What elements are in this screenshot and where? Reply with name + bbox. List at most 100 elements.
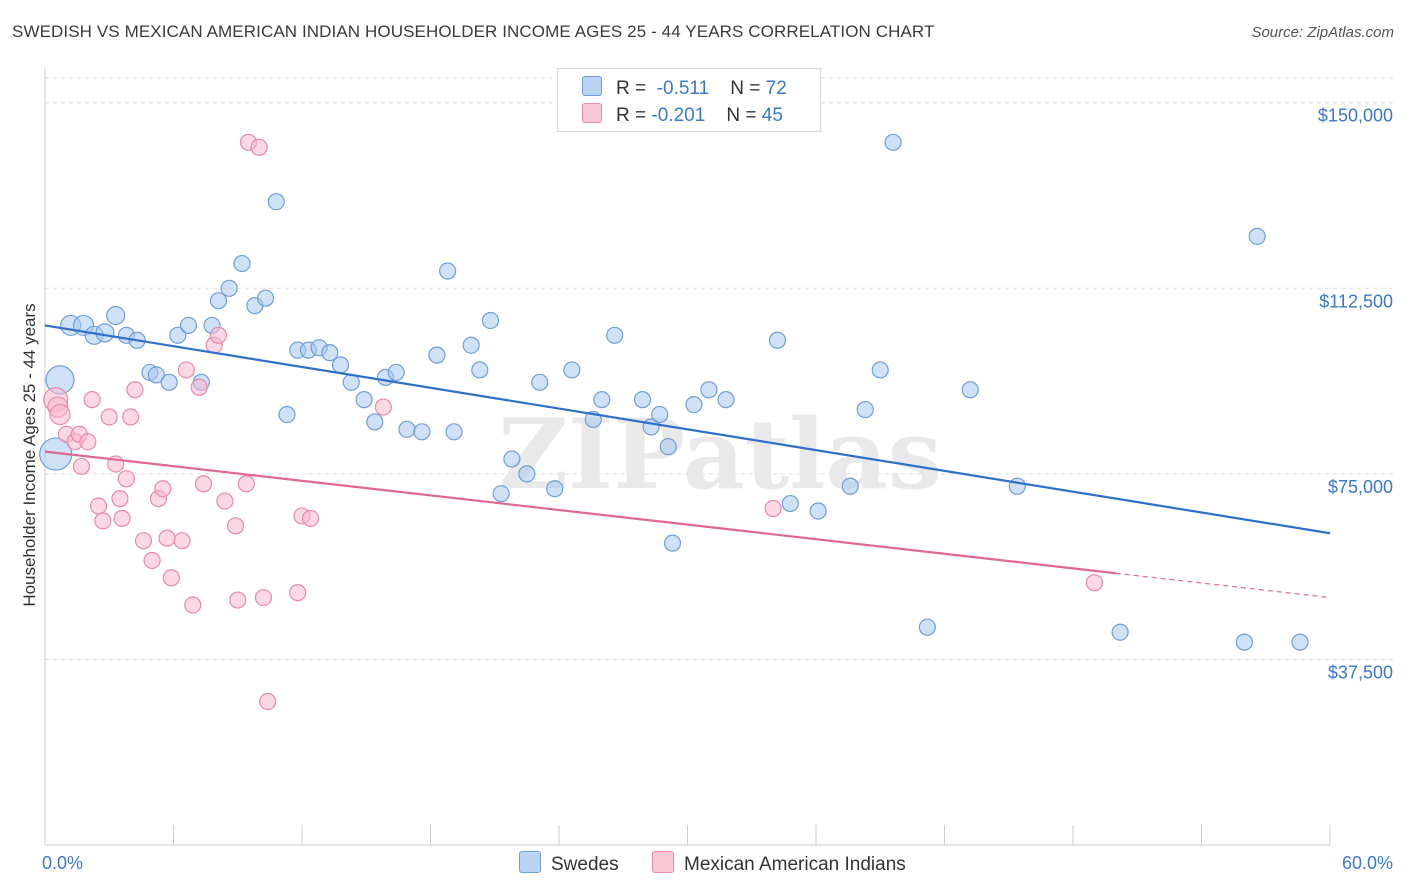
mexican-point (254, 588, 273, 607)
mexican-point (190, 378, 208, 396)
mexican-point (117, 470, 135, 488)
y-tick-label: $112,500 (1319, 291, 1393, 311)
swedes-point (1008, 477, 1026, 495)
swedes-point (700, 381, 718, 399)
swedes-point (531, 373, 549, 391)
mexican-point (229, 591, 247, 609)
swedes-point (1235, 633, 1253, 651)
tick-labels: $37,500 $75,000 $112,500 $150,000 0.0% 60.0% (42, 106, 1393, 873)
swedes-point (147, 366, 165, 384)
bottom-legend-mexican: Mexican American Indians (652, 851, 906, 876)
swedes-point (355, 391, 373, 409)
mexican-point (184, 596, 202, 614)
mexican-point (113, 509, 131, 528)
swedes-point (481, 311, 500, 330)
swedes-swatch (519, 851, 541, 873)
mexican-point (259, 692, 277, 711)
mexican-point (134, 532, 153, 550)
mexican-point (79, 433, 97, 451)
swedes-point (366, 413, 384, 431)
y-tick-label: $150,000 (1318, 106, 1393, 126)
swedes-point (179, 316, 198, 335)
mexican-point (111, 490, 129, 508)
trend-lines (44, 324, 1331, 599)
grid-lines (45, 77, 1395, 660)
swedes-point (518, 465, 536, 483)
mexican-point (72, 457, 91, 476)
swedes-point (717, 391, 735, 409)
swedes-point (809, 502, 827, 520)
mexican-point (100, 408, 118, 426)
swedes-point (503, 450, 521, 468)
mexican-point (216, 492, 234, 510)
swedes-point (278, 405, 296, 424)
swedes-point (768, 331, 787, 349)
swedes-point (256, 289, 275, 307)
mexican-swatch (582, 103, 602, 123)
swedes-point (918, 618, 936, 636)
r-label: R = (616, 78, 647, 99)
bottom-legend-label: Swedes (551, 854, 619, 875)
n-value: 72 (765, 78, 787, 99)
swedes-point (546, 480, 564, 498)
mexican-point (162, 569, 180, 587)
correlation-legend: R = -0.511 N = 72 R = -0.201 N = 45 (557, 68, 821, 132)
swedes-point (659, 438, 677, 456)
mexican-point (154, 480, 172, 498)
swedes-point (471, 361, 489, 379)
mexican-point (227, 517, 245, 535)
mexican-point (209, 326, 228, 344)
swedes-point (220, 279, 238, 297)
r-label: R = (616, 105, 647, 126)
n-label: N = (730, 78, 761, 99)
swedes-point (606, 326, 624, 344)
swedes-point (387, 363, 405, 382)
swedes-point (884, 133, 902, 151)
swedes-point (663, 534, 682, 552)
swedes-point (781, 494, 799, 513)
x-tick-label: 0.0% (42, 853, 83, 873)
swedes-point (169, 326, 187, 344)
swedes-point (462, 336, 480, 354)
swedes-point (95, 323, 115, 343)
mexican-point (237, 475, 255, 493)
mexican-point (143, 551, 161, 570)
n-label: N = (726, 105, 757, 126)
mexican-point (301, 509, 320, 528)
swedes-point (563, 361, 581, 379)
r-value: -0.511 (656, 78, 710, 99)
swedes-point (439, 262, 457, 280)
swedes-point (1248, 227, 1266, 245)
swedes-point (267, 193, 285, 211)
mexican-trend-extension (1115, 572, 1331, 599)
bottom-legend-swedes: Swedes (519, 851, 619, 876)
swedes-trend-line (44, 324, 1331, 535)
mexican-point (83, 391, 101, 409)
mexican-point (122, 408, 140, 426)
data-points (39, 133, 1309, 711)
mexican-point (49, 403, 71, 426)
chart-title: SWEDISH VS MEXICAN AMERICAN INDIAN HOUSE… (12, 22, 935, 41)
mexican-point (764, 499, 782, 518)
mexican-swatch (652, 851, 674, 873)
y-tick-label: $75,000 (1328, 477, 1393, 497)
mexican-trend-line (44, 450, 1116, 575)
mexican-point (89, 497, 108, 515)
watermark: ZIPatlas (498, 398, 942, 511)
swedes-point (593, 391, 611, 409)
mexican-point (194, 475, 213, 493)
swedes-point (651, 405, 669, 424)
mexican-point (289, 584, 307, 602)
swedes-point (685, 395, 703, 414)
mexican-point (250, 138, 268, 156)
y-tick-label: $37,500 (1328, 662, 1393, 682)
mexican-point (94, 512, 112, 530)
n-value: 45 (761, 105, 783, 126)
swedes-point (209, 292, 228, 310)
swedes-point (160, 373, 178, 391)
mexican-point (158, 529, 176, 547)
mexican-point (374, 398, 392, 416)
swedes-point (871, 361, 889, 379)
source-credit: Source: ZipAtlas.com (1251, 24, 1394, 41)
